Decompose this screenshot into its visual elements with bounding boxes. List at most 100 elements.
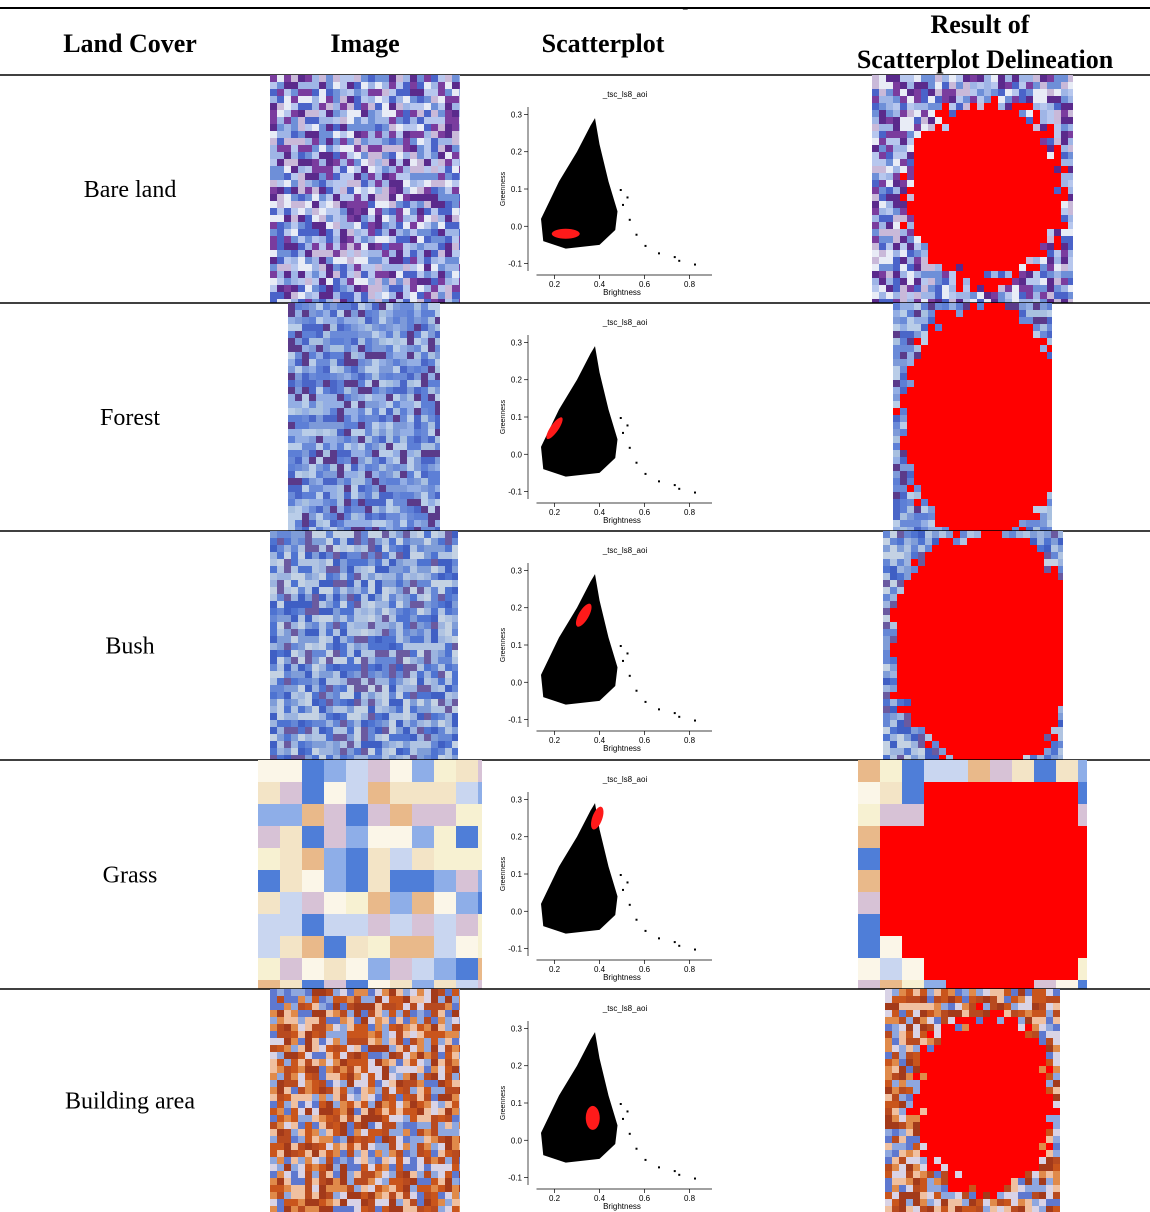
pixel — [431, 622, 438, 629]
pixel — [984, 429, 991, 436]
pixel — [974, 566, 981, 573]
pixel — [1047, 117, 1054, 124]
pixel — [1044, 636, 1051, 643]
pixel — [935, 415, 942, 422]
pixel — [1012, 194, 1019, 201]
pixel — [291, 257, 298, 264]
pixel — [330, 422, 337, 429]
pixel — [1037, 545, 1044, 552]
pixel — [998, 110, 1005, 117]
pixel — [417, 545, 424, 552]
pixel — [319, 601, 326, 608]
pixel — [893, 520, 900, 527]
pixel — [977, 257, 984, 264]
pixel — [1051, 692, 1058, 699]
pixel — [319, 194, 326, 201]
pixel — [879, 229, 886, 236]
pixel — [389, 608, 396, 615]
pixel — [1047, 429, 1052, 436]
pixel — [921, 450, 928, 457]
pixel — [421, 359, 428, 366]
pixel — [291, 278, 298, 285]
pixel — [309, 394, 316, 401]
pixel — [953, 636, 960, 643]
pixel — [956, 387, 963, 394]
pixel — [410, 257, 417, 264]
pixel — [386, 359, 393, 366]
pixel — [928, 317, 935, 324]
pixel — [284, 243, 291, 250]
pixel — [879, 75, 886, 82]
pixel — [312, 734, 319, 741]
pixel — [424, 138, 431, 145]
pixel — [368, 138, 375, 145]
pixel — [988, 608, 995, 615]
pixel — [963, 138, 970, 145]
pixel — [1009, 573, 1016, 580]
pixel — [410, 678, 417, 685]
x-axis-label: Brightness — [603, 516, 641, 525]
pixel — [319, 629, 326, 636]
pixel — [337, 464, 344, 471]
pixel — [417, 173, 424, 180]
pixel — [459, 173, 460, 180]
pixel — [284, 664, 291, 671]
pixel — [319, 180, 326, 187]
pixel — [995, 580, 1002, 587]
pixel — [900, 464, 907, 471]
pixel — [1040, 285, 1047, 292]
pixel — [1051, 545, 1058, 552]
pixel — [347, 650, 354, 657]
pixel — [918, 629, 925, 636]
pixel — [316, 359, 323, 366]
pixel — [291, 187, 298, 194]
pixel — [1030, 699, 1037, 706]
pixel — [1005, 138, 1012, 145]
pixel — [375, 650, 382, 657]
pixel — [354, 180, 361, 187]
pixel — [414, 310, 421, 317]
pixel — [319, 657, 326, 664]
pixel — [417, 650, 424, 657]
pixel — [886, 229, 893, 236]
pixel — [354, 559, 361, 566]
pixel — [365, 478, 372, 485]
pixel — [354, 643, 361, 650]
pixel — [284, 608, 291, 615]
pixel — [361, 720, 368, 727]
pixel — [284, 89, 291, 96]
pixel — [326, 250, 333, 257]
pixel — [1054, 124, 1061, 131]
pixel — [977, 96, 984, 103]
pixel — [883, 566, 890, 573]
pixel — [389, 236, 396, 243]
pixel — [403, 166, 410, 173]
pixel — [284, 285, 291, 292]
pixel — [396, 741, 403, 748]
pixel — [407, 499, 414, 506]
pixel — [1047, 499, 1052, 506]
pixel — [277, 720, 284, 727]
pixel — [1047, 159, 1054, 166]
pixel — [323, 387, 330, 394]
pixel — [981, 657, 988, 664]
pixel — [400, 324, 407, 331]
pixel — [998, 373, 1005, 380]
pixel — [438, 215, 445, 222]
pixel — [998, 436, 1005, 443]
pixel — [949, 394, 956, 401]
pixel — [991, 492, 998, 499]
pixel — [904, 587, 911, 594]
pixel — [949, 303, 956, 310]
pixel — [1016, 531, 1023, 538]
x-tick-label: 0.2 — [549, 280, 561, 289]
pixel — [277, 650, 284, 657]
pixel — [459, 82, 460, 89]
pixel — [1054, 264, 1061, 271]
pixel — [998, 513, 1005, 520]
pixel — [977, 180, 984, 187]
pixel — [928, 243, 935, 250]
pixel — [319, 608, 326, 615]
pixel — [361, 201, 368, 208]
pixel — [368, 124, 375, 131]
